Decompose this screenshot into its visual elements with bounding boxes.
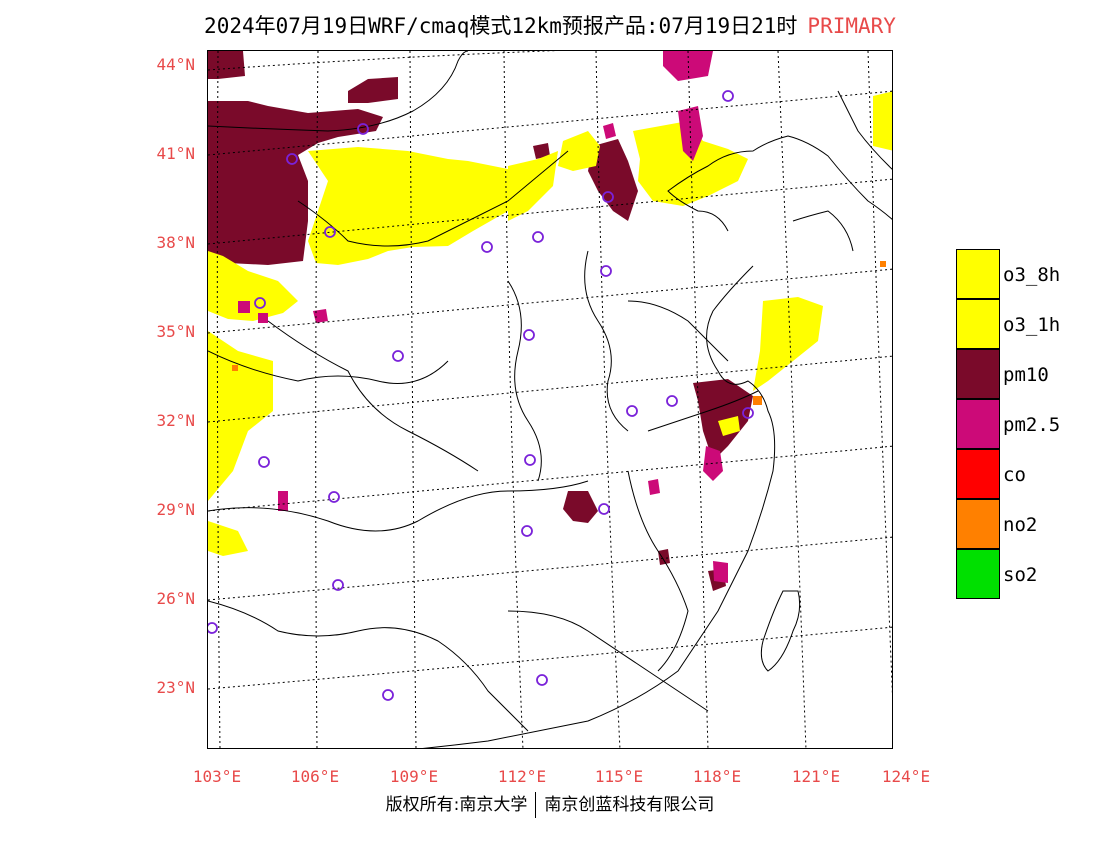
legend-swatch-so2 xyxy=(956,549,1000,599)
footer-divider xyxy=(535,792,537,818)
legend-swatch-pm10 xyxy=(956,349,1000,399)
lon-label-115: 115°E xyxy=(594,767,644,786)
lat-label-44: 44°N xyxy=(156,55,195,74)
lat-label-32: 32°N xyxy=(156,411,195,430)
legend-swatch-no2 xyxy=(956,499,1000,549)
no2-spots xyxy=(232,261,886,405)
graticule xyxy=(208,51,892,748)
copyright-left: 版权所有:南京大学 xyxy=(385,795,528,815)
lat-label-29: 29°N xyxy=(156,500,195,519)
legend-label-o3-1h: o3_1h xyxy=(1003,314,1061,336)
lat-label-23: 23°N xyxy=(156,678,195,697)
map-frame xyxy=(207,50,893,749)
legend-label-no2: no2 xyxy=(1003,514,1038,536)
lon-label-121: 121°E xyxy=(791,767,841,786)
map-canvas xyxy=(208,51,892,748)
lon-label-124: 124°E xyxy=(881,767,931,786)
legend-swatch-o3-1h xyxy=(956,299,1000,349)
copyright-footer: 版权所有:南京大学 南京创蓝科技有限公司 xyxy=(0,790,1100,818)
copyright-right: 南京创蓝科技有限公司 xyxy=(544,795,715,815)
legend-label-pm25: pm2.5 xyxy=(1003,414,1061,436)
lat-label-26: 26°N xyxy=(156,589,195,608)
title-text: 2024年07月19日WRF/cmaq模式12km预报产品:07月19日21时 xyxy=(204,14,798,38)
lon-label-109: 109°E xyxy=(389,767,439,786)
lon-label-112: 112°E xyxy=(497,767,547,786)
lat-label-38: 38°N xyxy=(156,233,195,252)
lon-label-106: 106°E xyxy=(290,767,340,786)
boundaries xyxy=(208,51,892,748)
lon-label-103: 103°E xyxy=(192,767,242,786)
pm25-regions xyxy=(238,51,728,583)
lat-label-41: 41°N xyxy=(156,144,195,163)
legend-swatch-co xyxy=(956,449,1000,499)
o3-regions xyxy=(208,91,892,556)
legend-label-pm10: pm10 xyxy=(1003,364,1049,386)
station-markers xyxy=(208,90,754,701)
legend-swatch-pm25 xyxy=(956,399,1000,449)
legend-label-o3-8h: o3_8h xyxy=(1003,264,1061,286)
legend-label-co: co xyxy=(1003,464,1026,486)
legend-label-so2: so2 xyxy=(1003,564,1038,586)
lat-label-35: 35°N xyxy=(156,322,195,341)
legend-swatch-o3-8h xyxy=(956,249,1000,299)
primary-tag: PRIMARY xyxy=(807,14,896,38)
map-title: 2024年07月19日WRF/cmaq模式12km预报产品:07月19日21时 P… xyxy=(0,10,1100,40)
lon-label-118: 118°E xyxy=(692,767,742,786)
